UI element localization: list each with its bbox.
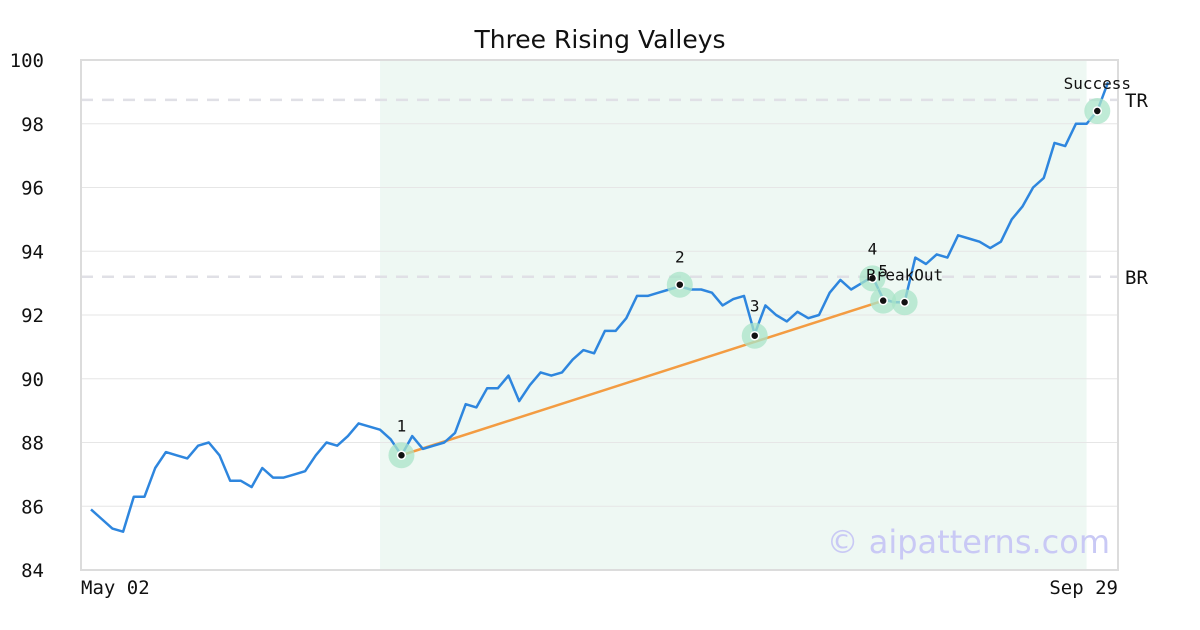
y-tick-label: 98 [21, 114, 44, 136]
marker-point-1 [396, 450, 407, 460]
marker-label-2: 2 [675, 248, 685, 267]
x-tick-label-start: May 02 [81, 577, 150, 599]
y-tick-label: 94 [21, 241, 44, 263]
watermark: © aipatterns.com [827, 523, 1110, 561]
y-tick-label: 90 [21, 369, 44, 391]
marker-point-2 [675, 279, 685, 290]
x-tick-label-end: Sep 29 [1049, 577, 1118, 599]
y-tick-label: 88 [21, 433, 44, 455]
y-tick-label: 92 [21, 305, 44, 327]
marker-label-3: 3 [750, 297, 760, 316]
y-tick-label: 84 [21, 560, 44, 582]
price-series-line [90, 81, 1110, 533]
marker-label-1: 1 [397, 416, 407, 435]
plot-frame [80, 59, 1119, 571]
y-tick-label: 96 [21, 178, 44, 200]
marker-label-success: Success [1064, 74, 1131, 93]
marker-point-3 [749, 330, 760, 341]
marker-point-success [1092, 106, 1103, 116]
y-tick-label: 86 [21, 496, 44, 518]
level-label-tr: TR [1125, 90, 1148, 112]
marker-point-4 [867, 273, 878, 284]
level-label-br: BR [1125, 267, 1148, 289]
marker-point-5 [878, 295, 888, 306]
y-tick-label: 100 [10, 50, 44, 72]
marker-label-breakout: BreakOut [866, 265, 943, 284]
marker-point-breakout [899, 297, 910, 307]
chart-title: Three Rising Valleys [473, 25, 725, 54]
marker-label-4: 4 [868, 239, 878, 258]
marker-label-5: 5 [878, 262, 888, 281]
valley-trendline [401, 299, 884, 457]
